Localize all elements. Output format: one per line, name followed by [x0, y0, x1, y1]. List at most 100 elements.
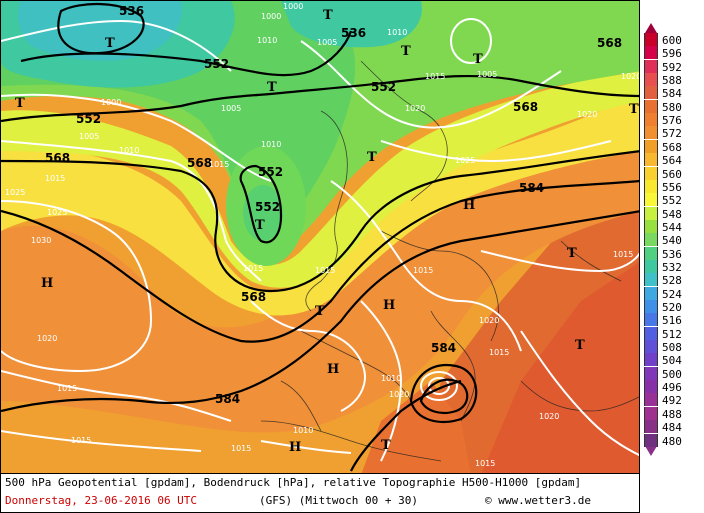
- low-pressure-marker: T: [629, 102, 639, 117]
- pressure-label: 1015: [57, 384, 77, 393]
- geopotential-label: 568: [45, 151, 70, 165]
- pressure-label: 1020: [621, 72, 640, 81]
- legend-value: 548: [662, 207, 682, 221]
- legend-swatch: [644, 353, 658, 367]
- pressure-label: 1005: [477, 70, 497, 79]
- legend-swatch: [644, 86, 658, 100]
- pressure-label: 1015: [413, 266, 433, 275]
- legend-value: 540: [662, 234, 682, 248]
- legend-value: 516: [662, 314, 682, 328]
- legend-value: 560: [662, 167, 682, 181]
- geopotential-label: 536: [119, 4, 144, 18]
- pressure-label: 1015: [231, 444, 251, 453]
- pressure-label: 1030: [31, 236, 51, 245]
- legend-value: 564: [662, 154, 682, 168]
- low-pressure-marker: T: [267, 80, 277, 95]
- legend-value: 568: [662, 140, 682, 154]
- legend-swatch: [644, 206, 658, 220]
- geopotential-label: 568: [241, 290, 266, 304]
- pressure-label: 1015: [613, 250, 633, 259]
- pressure-label: 1015: [315, 266, 335, 275]
- legend-swatch: [644, 433, 658, 447]
- legend-value: 580: [662, 100, 682, 114]
- legend-item: 528: [642, 273, 704, 288]
- copyright-link[interactable]: © www.wetter3.de: [485, 494, 591, 507]
- geopotential-label: 584: [431, 341, 456, 355]
- high-pressure-marker: H: [289, 440, 301, 455]
- pressure-label: 1015: [425, 72, 445, 81]
- legend-item: 516: [642, 313, 704, 328]
- low-pressure-marker: T: [381, 438, 391, 453]
- legend-swatch: [644, 286, 658, 300]
- pressure-label: 1010: [257, 36, 277, 45]
- legend-swatch: [644, 420, 658, 434]
- legend-item: 540: [642, 233, 704, 248]
- geopotential-label: 552: [204, 57, 229, 71]
- legend-value: 592: [662, 60, 682, 74]
- legend-swatch: [644, 300, 658, 313]
- pressure-label: 1015: [475, 459, 495, 468]
- low-pressure-marker: T: [473, 52, 483, 67]
- legend-swatch: [644, 113, 658, 127]
- legend-item: 480: [642, 433, 704, 448]
- model-run: (GFS) (Mittwoch 00 + 30): [259, 494, 418, 507]
- legend-swatch: [644, 380, 658, 394]
- pressure-label: 1015: [45, 174, 65, 183]
- legend-value: 528: [662, 274, 682, 288]
- pressure-label: 1010: [293, 426, 313, 435]
- map-description: 500 hPa Geopotential [gpdam], Bodendruck…: [5, 476, 582, 489]
- legend-item: 564: [642, 153, 704, 168]
- legend-swatch: [644, 259, 658, 273]
- legend-swatch: [644, 340, 658, 354]
- legend-swatch: [644, 139, 658, 153]
- legend-value: 496: [662, 381, 682, 395]
- legend-item: 488: [642, 406, 704, 421]
- legend-swatch: [644, 246, 658, 260]
- pressure-label: 1005: [317, 38, 337, 47]
- legend-swatch: [644, 46, 658, 60]
- legend-item: 544: [642, 219, 704, 234]
- legend-value: 480: [662, 434, 682, 448]
- legend-item: 596: [642, 46, 704, 60]
- legend-value: 572: [662, 127, 682, 141]
- legend-item: 504: [642, 353, 704, 367]
- legend-item: 512: [642, 326, 704, 341]
- high-pressure-marker: H: [383, 298, 395, 313]
- pressure-label: 1015: [489, 348, 509, 357]
- legend-arrows: [645, 23, 657, 456]
- legend-value: 484: [662, 421, 682, 435]
- legend-value: 600: [662, 34, 682, 47]
- low-pressure-marker: T: [255, 218, 265, 233]
- legend-value: 488: [662, 407, 682, 421]
- legend-item: 580: [642, 99, 704, 114]
- high-pressure-marker: H: [327, 362, 339, 377]
- legend-value: 532: [662, 260, 682, 274]
- high-pressure-marker: H: [463, 198, 475, 213]
- low-pressure-marker: T: [323, 8, 333, 23]
- legend-swatch: [644, 233, 658, 247]
- legend-item: 532: [642, 259, 704, 274]
- pressure-label: 1000: [283, 2, 303, 11]
- legend-item: 592: [642, 59, 704, 74]
- pressure-label: 1010: [119, 146, 139, 155]
- legend-swatch: [644, 366, 658, 380]
- legend-value: 576: [662, 114, 682, 128]
- geopotential-label: 552: [255, 200, 280, 214]
- legend-swatch: [644, 179, 658, 193]
- legend-item: 536: [642, 246, 704, 261]
- low-pressure-marker: T: [575, 338, 585, 353]
- legend-item: 496: [642, 380, 704, 395]
- geopotential-label: 552: [371, 80, 396, 94]
- pressure-label: 1020: [577, 110, 597, 119]
- legend-item: 560: [642, 166, 704, 181]
- legend-value: 588: [662, 74, 682, 88]
- pressure-label: 1015: [243, 264, 263, 273]
- high-pressure-marker: H: [41, 276, 53, 291]
- legend-value: 508: [662, 341, 682, 355]
- legend-item: 520: [642, 300, 704, 314]
- pressure-label: 1020: [389, 390, 409, 399]
- legend-value: 584: [662, 87, 682, 101]
- legend-value: 556: [662, 180, 682, 194]
- pressure-label: 1010: [261, 140, 281, 149]
- legend-item: 588: [642, 73, 704, 88]
